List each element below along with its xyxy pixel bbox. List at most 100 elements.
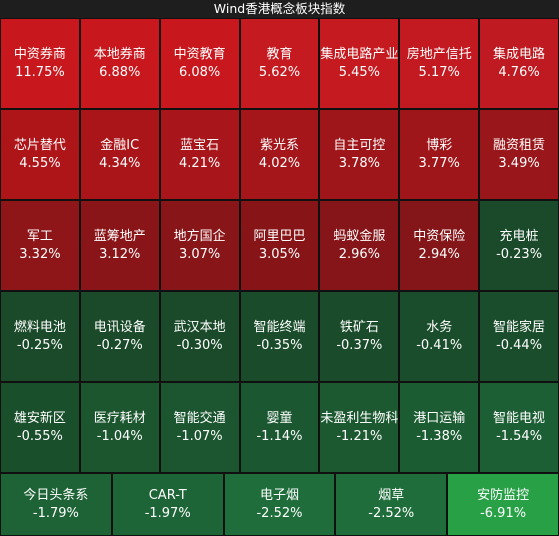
chart-title: Wind香港概念板块指数 (0, 0, 559, 18)
sector-name: 电子烟 (259, 487, 299, 503)
sector-name: 港口运输 (413, 410, 466, 426)
sector-name: 紫光系 (259, 137, 299, 153)
sector-name: 智能电视 (493, 410, 546, 426)
sector-name: 中资券商 (13, 46, 66, 62)
sector-change: 2.96% (338, 246, 380, 262)
sector-tile[interactable]: 安防监控 -6.91% (447, 473, 559, 536)
sector-tile[interactable]: 智能终端 -0.35% (239, 291, 320, 382)
sector-tile[interactable]: 军工 3.32% (0, 200, 80, 291)
sector-tile[interactable]: 医疗耗材 -1.04% (79, 382, 160, 473)
sector-name: 燃料电池 (13, 319, 66, 335)
sector-name: 蓝宝石 (180, 137, 220, 153)
sector-tile[interactable]: 自主可控 3.78% (319, 109, 400, 200)
sector-tile[interactable]: 蓝宝石 4.21% (159, 109, 240, 200)
sector-name: 博彩 (426, 137, 453, 153)
sector-tile[interactable]: 蓝筹地产 3.12% (79, 200, 160, 291)
sector-name: 智能终端 (253, 319, 306, 335)
sector-name: 安防监控 (477, 487, 530, 503)
sector-tile[interactable]: 中资教育 6.08% (159, 18, 240, 109)
sector-change: -0.35% (256, 337, 303, 353)
sector-tile[interactable]: 电子烟 -2.52% (223, 473, 336, 536)
sector-tile[interactable]: 集成电路 4.76% (479, 18, 559, 109)
sector-tile[interactable]: 金融IC 4.34% (79, 109, 160, 200)
sector-name: 房地产信托 (406, 46, 472, 62)
sector-tile[interactable]: 智能家居 -0.44% (479, 291, 559, 382)
sector-change: -2.52% (256, 505, 303, 521)
sector-name: 烟草 (378, 487, 405, 503)
sector-name: 今日头条系 (23, 487, 89, 503)
sector-name: 智能家居 (493, 319, 546, 335)
sector-change: -0.41% (416, 337, 463, 353)
sector-name: 集成电路产业 (320, 46, 399, 62)
sector-change: 3.32% (19, 246, 61, 262)
sector-name: 自主可控 (333, 137, 386, 153)
sector-change: -6.91% (480, 505, 527, 521)
sector-name: 融资租赁 (493, 137, 546, 153)
sector-name: 阿里巴巴 (253, 228, 306, 244)
sector-tile[interactable]: 智能交通 -1.07% (159, 382, 240, 473)
sector-tile[interactable]: 未盈利生物科 -1.21% (319, 382, 400, 473)
sector-tile[interactable]: 水务 -0.41% (399, 291, 480, 382)
sector-tile[interactable]: 阿里巴巴 3.05% (239, 200, 320, 291)
sector-name: 集成电路 (493, 46, 546, 62)
sector-tile[interactable]: 地方国企 3.07% (159, 200, 240, 291)
sector-tile[interactable]: 电讯设备 -0.27% (79, 291, 160, 382)
sector-name: 蓝筹地产 (93, 228, 146, 244)
sector-tile[interactable]: 婴童 -1.14% (239, 382, 320, 473)
sector-tile[interactable]: 房地产信托 5.17% (399, 18, 480, 109)
sector-tile[interactable]: 烟草 -2.52% (335, 473, 448, 536)
sector-change: -1.07% (176, 428, 223, 444)
sector-tile[interactable]: 武汉本地 -0.30% (159, 291, 240, 382)
sector-name: 金融IC (100, 137, 140, 153)
sector-change: 11.75% (15, 64, 65, 80)
sector-change: 3.12% (99, 246, 141, 262)
sector-change: 4.02% (258, 155, 301, 171)
sector-tile[interactable]: 教育 5.62% (239, 18, 320, 109)
sector-change: 4.34% (99, 155, 141, 171)
sector-name: 中资教育 (173, 46, 226, 62)
sector-change: 3.05% (258, 246, 301, 262)
sector-tile[interactable]: 雄安新区 -0.55% (0, 382, 80, 473)
sector-heatmap: 中资券商 11.75% 本地券商 6.88% 中资教育 6.08% 教育 5.62% 集成电路产… (0, 18, 559, 536)
sector-tile[interactable]: 芯片替代 4.55% (0, 109, 80, 200)
sector-tile[interactable]: 融资租赁 3.49% (479, 109, 559, 200)
sector-change: -1.14% (256, 428, 303, 444)
sector-change: 3.78% (338, 155, 380, 171)
sector-name: 蚂蚁金服 (333, 228, 386, 244)
sector-name: 婴童 (266, 410, 293, 426)
sector-name: 未盈利生物科 (320, 410, 399, 426)
sector-change: 6.88% (99, 64, 141, 80)
sector-tile[interactable]: 中资券商 11.75% (0, 18, 80, 109)
sector-tile[interactable]: 燃料电池 -0.25% (0, 291, 80, 382)
sector-change: -2.52% (368, 505, 415, 521)
sector-name: 医疗耗材 (93, 410, 146, 426)
sector-change: -0.25% (16, 337, 63, 353)
sector-change: 3.77% (418, 155, 460, 171)
sector-tile[interactable]: CAR-T -1.97% (111, 473, 224, 536)
sector-change: -1.97% (144, 505, 191, 521)
sector-change: -0.37% (336, 337, 383, 353)
sector-name: 教育 (266, 46, 293, 62)
sector-name: 智能交通 (173, 410, 226, 426)
sector-change: 3.07% (178, 246, 221, 262)
sector-tile[interactable]: 集成电路产业 5.45% (319, 18, 400, 109)
sector-tile[interactable]: 博彩 3.77% (399, 109, 480, 200)
sector-tile[interactable]: 铁矿石 -0.37% (319, 291, 400, 382)
sector-tile[interactable]: 今日头条系 -1.79% (0, 473, 112, 536)
sector-change: 6.08% (178, 64, 221, 80)
sector-tile[interactable]: 蚂蚁金服 2.96% (319, 200, 400, 291)
sector-name: 本地券商 (93, 46, 146, 62)
sector-name: 电讯设备 (93, 319, 146, 335)
sector-tile[interactable]: 紫光系 4.02% (239, 109, 320, 200)
sector-change: 5.17% (418, 64, 460, 80)
sector-tile[interactable]: 充电桩 -0.23% (479, 200, 559, 291)
sector-change: -1.04% (96, 428, 143, 444)
sector-name: 武汉本地 (173, 319, 226, 335)
sector-tile[interactable]: 港口运输 -1.38% (399, 382, 480, 473)
sector-tile[interactable]: 中资保险 2.94% (399, 200, 480, 291)
sector-tile[interactable]: 智能电视 -1.54% (479, 382, 559, 473)
sector-name: 水务 (426, 319, 453, 335)
sector-tile[interactable]: 本地券商 6.88% (79, 18, 160, 109)
sector-change: -0.44% (496, 337, 543, 353)
sector-change: 3.49% (498, 155, 540, 171)
